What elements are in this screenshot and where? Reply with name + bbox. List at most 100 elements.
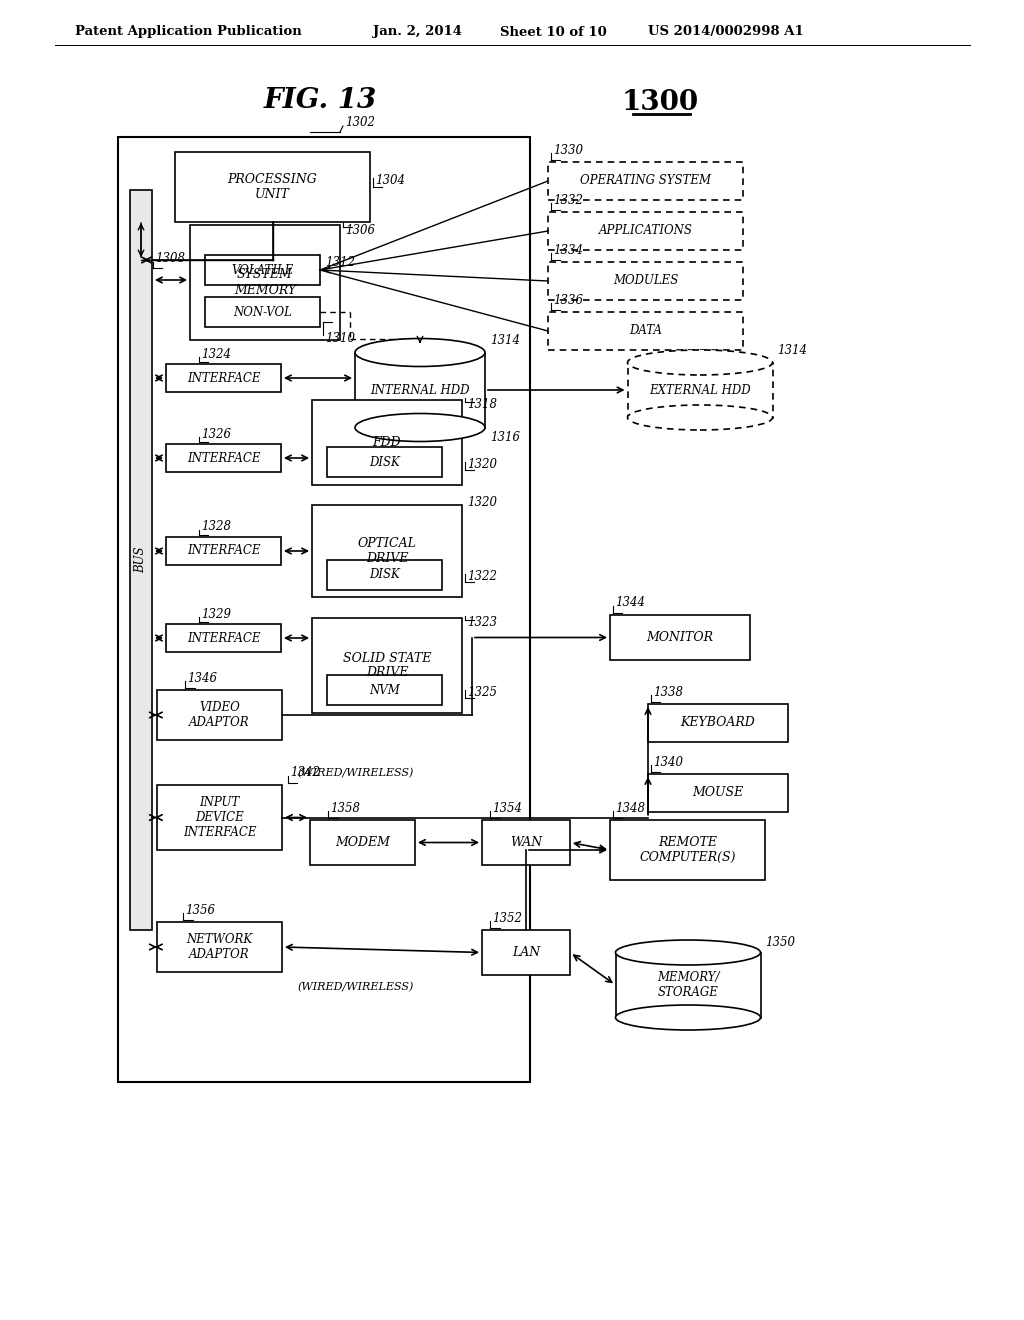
Text: PROCESSING
UNIT: PROCESSING UNIT [227,173,317,201]
Text: 1320: 1320 [467,496,497,524]
FancyBboxPatch shape [166,444,281,473]
Text: 1325: 1325 [467,686,497,700]
Text: 1304: 1304 [375,173,406,186]
Text: INTERFACE: INTERFACE [186,451,260,465]
Text: 1330: 1330 [553,144,583,157]
FancyBboxPatch shape [157,690,282,741]
FancyBboxPatch shape [130,190,152,931]
Text: 1352: 1352 [492,912,522,924]
Text: 1316: 1316 [490,432,520,444]
FancyBboxPatch shape [310,820,415,865]
Text: 1328: 1328 [201,520,231,533]
Text: DISK: DISK [369,455,400,469]
Text: 1346: 1346 [187,672,217,685]
Text: VOLATILE: VOLATILE [231,264,294,276]
Text: DISK: DISK [369,569,400,582]
FancyBboxPatch shape [157,785,282,850]
Text: KEYBOARD: KEYBOARD [681,717,756,730]
Text: MODEM: MODEM [335,836,390,849]
FancyBboxPatch shape [327,675,442,705]
Text: 1338: 1338 [653,685,683,698]
Text: INTERFACE: INTERFACE [186,631,260,644]
Text: 1322: 1322 [467,570,497,583]
FancyBboxPatch shape [615,953,761,1018]
Text: NETWORK
ADAPTOR: NETWORK ADAPTOR [186,933,253,961]
FancyBboxPatch shape [157,921,282,972]
Text: (WIRED/WIRELESS): (WIRED/WIRELESS) [297,982,414,993]
FancyBboxPatch shape [205,297,319,327]
FancyBboxPatch shape [166,537,281,565]
Text: 1302: 1302 [345,116,375,128]
Text: MEMORY/
STORAGE: MEMORY/ STORAGE [656,972,719,999]
Text: WAN: WAN [510,836,542,849]
Text: BUS: BUS [134,546,147,573]
Text: 1329: 1329 [201,607,231,620]
Text: Jan. 2, 2014: Jan. 2, 2014 [373,25,462,38]
FancyBboxPatch shape [548,312,743,350]
Text: OPERATING SYSTEM: OPERATING SYSTEM [580,174,711,187]
Text: INTERNAL HDD: INTERNAL HDD [371,384,470,396]
Text: 1326: 1326 [201,428,231,441]
FancyBboxPatch shape [312,618,462,713]
Text: 1306: 1306 [345,223,375,236]
Text: NVM: NVM [369,684,400,697]
Text: 1332: 1332 [553,194,583,206]
Text: 1358: 1358 [330,801,360,814]
FancyBboxPatch shape [312,506,462,597]
Text: MOUSE: MOUSE [692,787,743,800]
Text: 1350: 1350 [766,936,796,949]
Text: DATA: DATA [629,325,662,338]
Text: 1348: 1348 [615,801,645,814]
FancyBboxPatch shape [175,152,370,222]
FancyBboxPatch shape [482,820,570,865]
FancyBboxPatch shape [610,820,765,880]
Text: 1334: 1334 [553,243,583,256]
Text: 1314: 1314 [777,345,808,356]
Ellipse shape [628,405,772,430]
Ellipse shape [355,413,485,441]
Ellipse shape [615,1005,761,1030]
FancyBboxPatch shape [628,363,772,417]
Text: Patent Application Publication: Patent Application Publication [75,25,302,38]
FancyBboxPatch shape [118,137,530,1082]
Text: MODULES: MODULES [613,275,678,288]
FancyBboxPatch shape [166,364,281,392]
Text: 1336: 1336 [553,293,583,306]
Text: EXTERNAL HDD: EXTERNAL HDD [649,384,751,396]
Text: 1323: 1323 [467,616,497,630]
Text: US 2014/0002998 A1: US 2014/0002998 A1 [648,25,804,38]
Text: 1324: 1324 [201,347,231,360]
FancyBboxPatch shape [312,400,462,484]
FancyBboxPatch shape [190,224,340,341]
Text: 1354: 1354 [492,801,522,814]
Text: 1356: 1356 [185,903,215,916]
Text: 1340: 1340 [653,755,683,768]
FancyBboxPatch shape [548,162,743,201]
Text: 1314: 1314 [490,334,520,347]
Text: 1300: 1300 [622,88,698,116]
Text: 1310: 1310 [325,333,355,346]
FancyBboxPatch shape [610,615,750,660]
Text: REMOTE
COMPUTER(S): REMOTE COMPUTER(S) [639,836,736,865]
FancyBboxPatch shape [648,774,788,812]
Text: 1312: 1312 [325,256,355,268]
Text: LAN: LAN [512,946,540,960]
Ellipse shape [628,350,772,375]
FancyBboxPatch shape [327,447,442,477]
FancyBboxPatch shape [482,931,570,975]
Text: FDD: FDD [373,436,401,449]
Text: 1318: 1318 [467,399,497,412]
Text: APPLICATIONS: APPLICATIONS [599,224,692,238]
Text: INPUT
DEVICE
INTERFACE: INPUT DEVICE INTERFACE [182,796,256,840]
Text: FIG. 13: FIG. 13 [263,87,377,114]
FancyBboxPatch shape [648,704,788,742]
FancyBboxPatch shape [166,624,281,652]
Text: MONITOR: MONITOR [646,631,714,644]
Ellipse shape [615,940,761,965]
Text: 1342: 1342 [290,767,319,780]
Ellipse shape [355,338,485,367]
Text: 1320: 1320 [467,458,497,471]
Text: Sheet 10 of 10: Sheet 10 of 10 [500,25,607,38]
Text: 1308: 1308 [155,252,185,264]
Text: 1344: 1344 [615,597,645,610]
